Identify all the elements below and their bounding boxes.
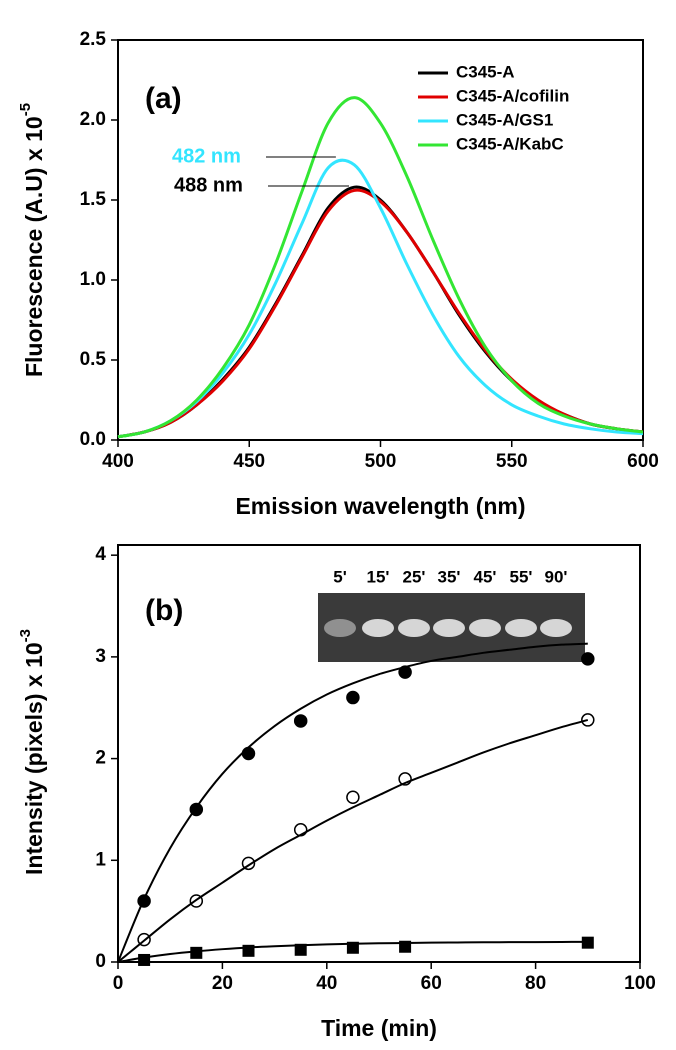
y-tick-label: 1 [95, 849, 106, 870]
y-tick-label: 3 [95, 646, 106, 667]
fit-curve [117, 642, 588, 963]
y-axis-title-exponent: -5 [17, 103, 34, 116]
inset-label: 55' [510, 567, 533, 586]
point [581, 652, 595, 666]
y-tick-label: 2.0 [80, 109, 106, 130]
inset-label: 5' [333, 567, 347, 586]
gel-band [540, 619, 572, 637]
point [346, 790, 360, 804]
x-tick-label: 0 [113, 973, 124, 994]
inset-label: 15' [367, 567, 390, 586]
fit-curve [117, 940, 588, 963]
y-tick-label: 0 [95, 951, 106, 972]
point [138, 953, 151, 966]
gel-band [362, 619, 394, 637]
point [293, 714, 308, 728]
y-axis-title-exponent: -3 [17, 629, 34, 642]
x-tick-label: 450 [233, 451, 265, 472]
x-tick-label: 40 [316, 973, 337, 994]
series-line [117, 188, 644, 439]
gel-band [433, 619, 465, 637]
x-tick-label: 500 [365, 451, 397, 472]
gel-band [398, 619, 430, 637]
plot-frame [117, 544, 641, 963]
x-tick-label: 100 [624, 973, 656, 994]
y-tick-label: 0.5 [80, 349, 107, 370]
inset-label: 25' [403, 567, 426, 586]
x-tick-label: 20 [212, 973, 233, 994]
y-axis-title: Intensity (pixels) x 10-3 [17, 629, 47, 875]
point [294, 943, 307, 956]
point [241, 746, 256, 761]
x-tick-label: 550 [496, 451, 528, 472]
legend-label: C345-A [456, 62, 515, 81]
x-tick-label: 80 [525, 973, 546, 994]
y-tick-label: 1.0 [80, 269, 106, 290]
point [190, 946, 203, 959]
series-line [117, 96, 644, 439]
inset-label: 90' [545, 567, 568, 586]
point [346, 690, 360, 705]
inset-label: 45' [474, 567, 497, 586]
annotation: 488 nm [174, 174, 243, 196]
y-axis-title-text: Intensity (pixels) x 10 [21, 642, 47, 875]
panel-label: (a) [145, 82, 182, 115]
x-axis-title: Emission wavelength (nm) [235, 493, 525, 519]
inset-label: 35' [438, 567, 461, 586]
x-axis-title: Time (min) [321, 1015, 437, 1041]
gel-band [469, 619, 501, 637]
x-tick-label: 400 [102, 451, 134, 472]
x-tick-label: 600 [627, 451, 659, 472]
y-tick-label: 2 [95, 748, 106, 769]
fit-curve [117, 718, 589, 963]
legend-label: C345-A/cofilin [456, 86, 569, 105]
y-tick-label: 4 [95, 544, 106, 565]
y-tick-label: 1.5 [80, 189, 107, 210]
gel-inset [318, 593, 585, 662]
y-axis-title-text: Fluorescence (A.U) x 10 [21, 116, 47, 377]
legend-label: C345-A/KabC [456, 134, 564, 153]
gel-band [505, 619, 537, 637]
legend-label: C345-A/GS1 [456, 110, 553, 129]
y-tick-label: 2.5 [80, 29, 107, 50]
series-line [117, 158, 644, 439]
panel-label: (b) [145, 594, 183, 627]
gel-band [324, 619, 356, 637]
y-tick-label: 0.0 [80, 429, 106, 450]
y-axis-title: Fluorescence (A.U) x 10-5 [17, 103, 47, 377]
x-tick-label: 60 [421, 973, 442, 994]
annotation: 482 nm [172, 145, 241, 167]
